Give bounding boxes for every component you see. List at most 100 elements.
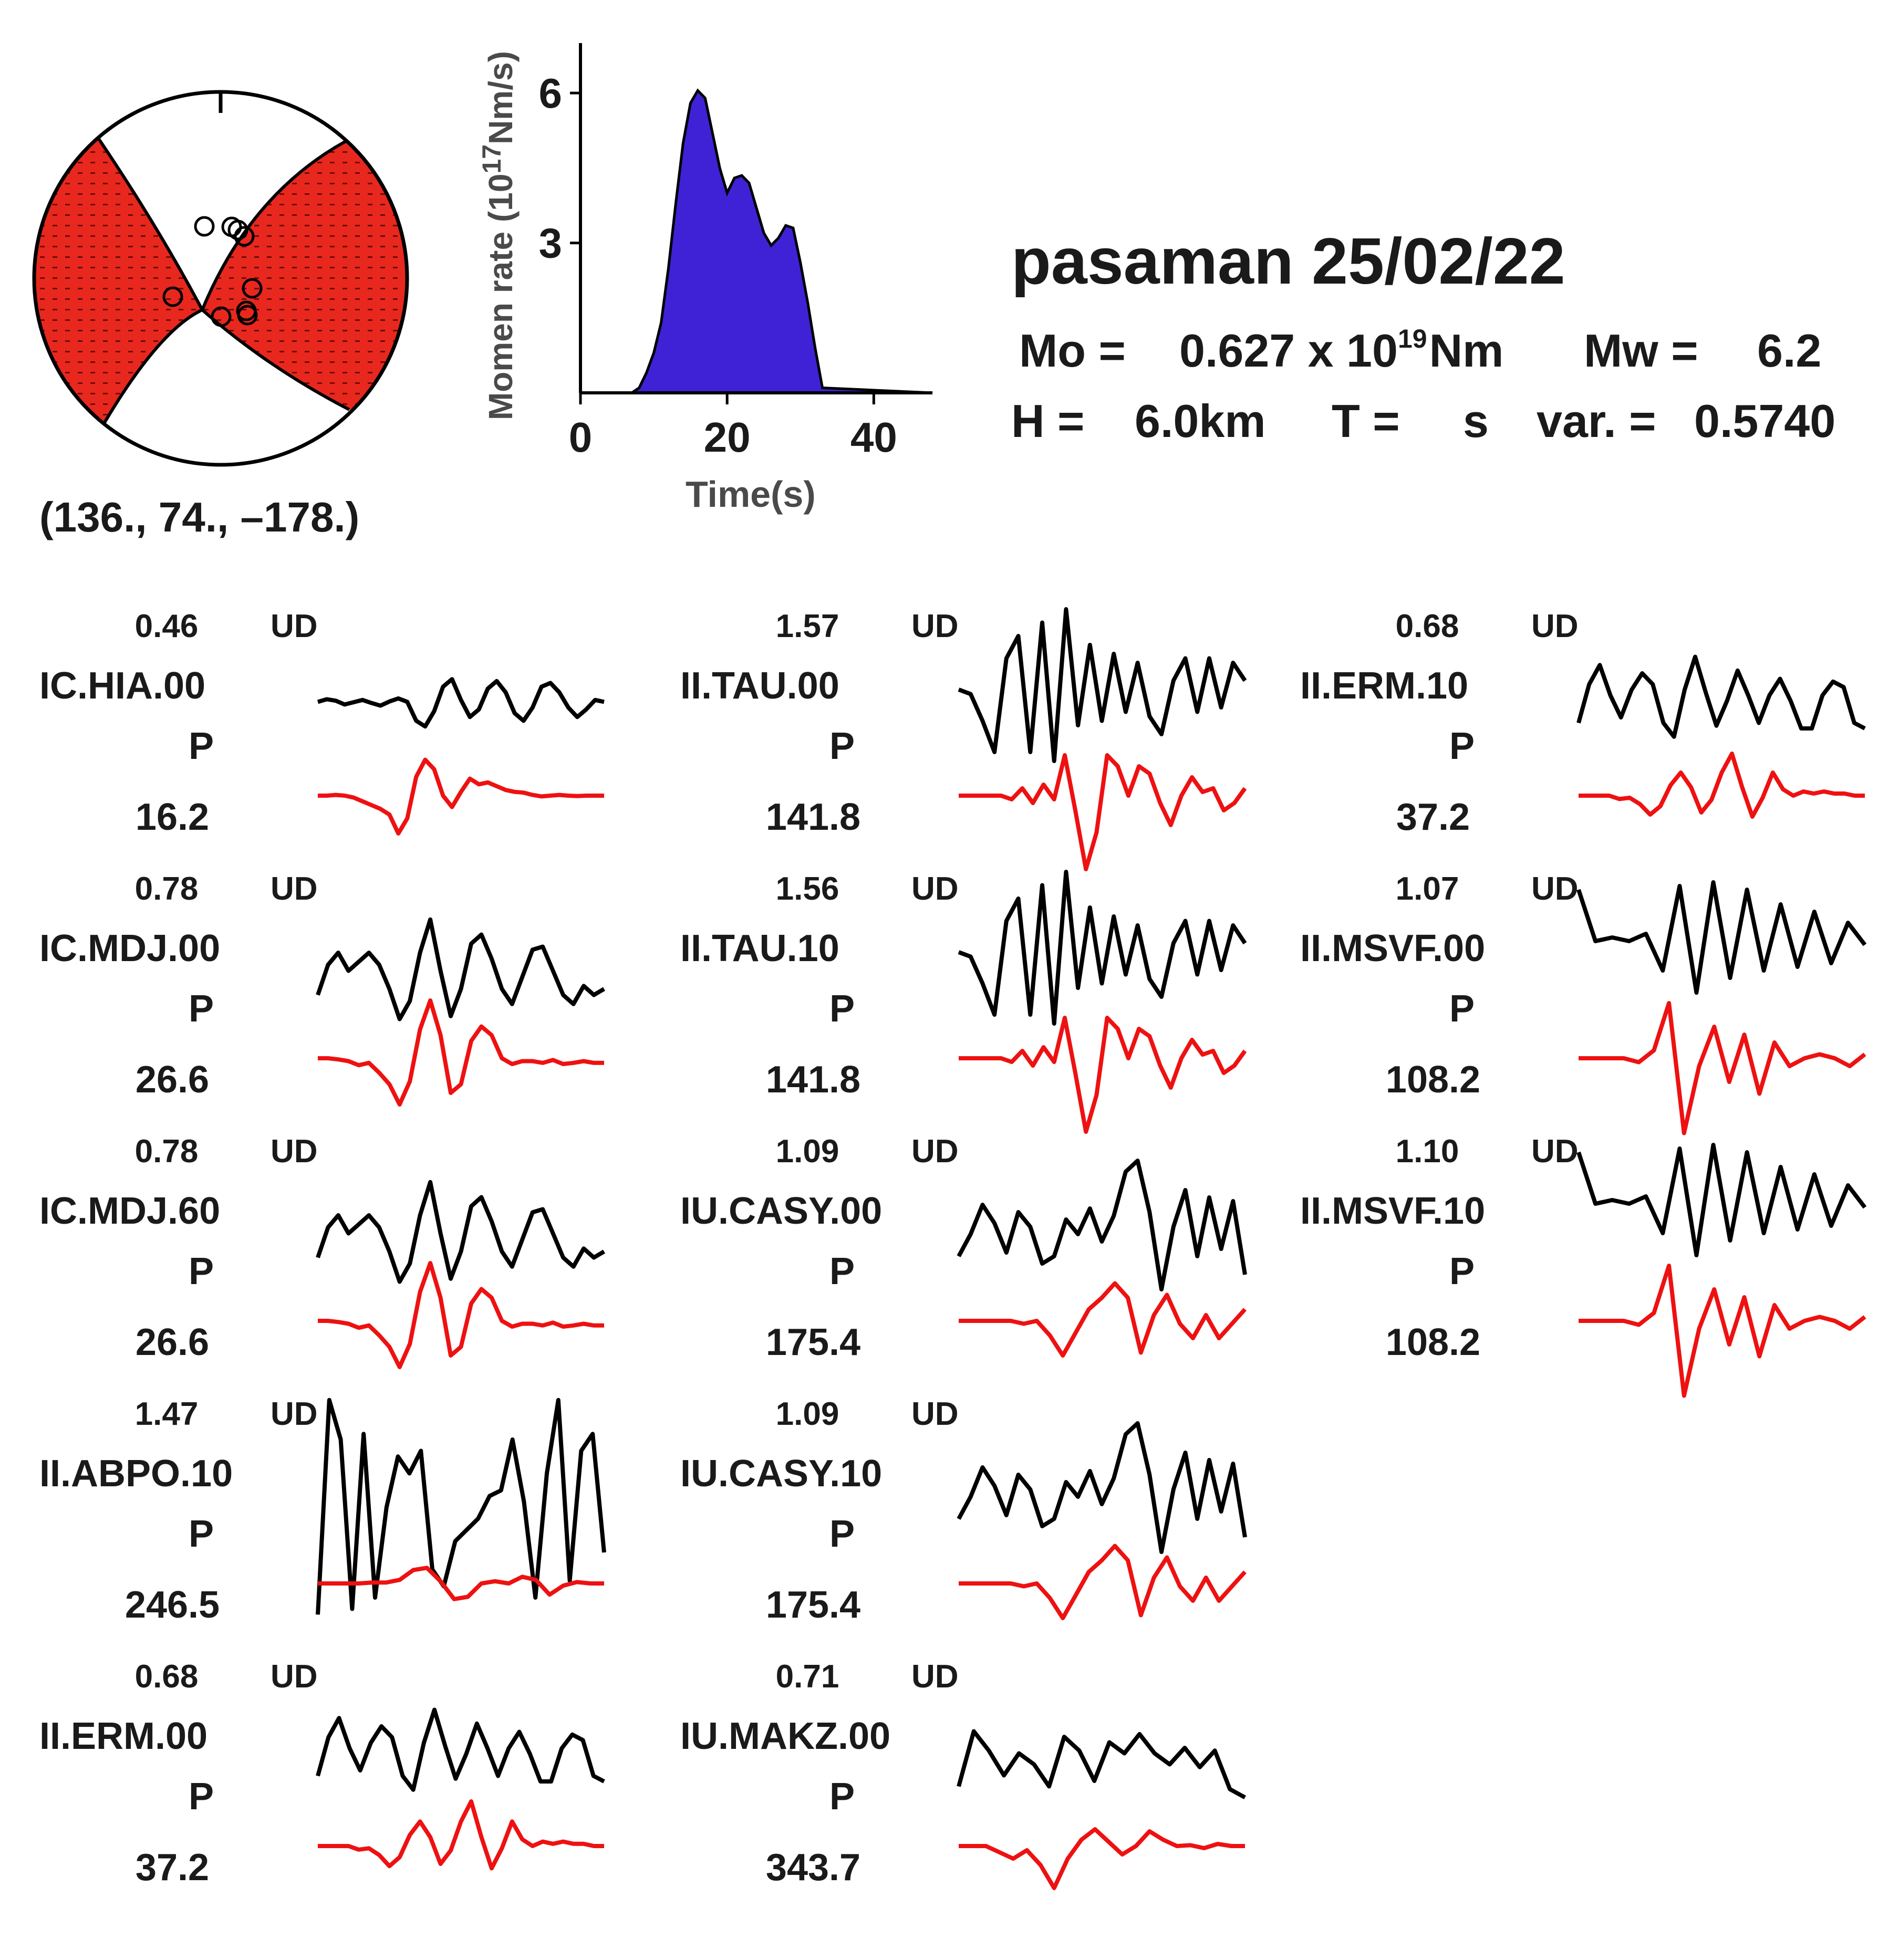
station-panel: 0.46 UD IC.HIA.00 P 16.2: [39, 608, 605, 838]
h-label: H =: [1011, 395, 1084, 447]
station-name: II.ABPO.10: [39, 1453, 233, 1495]
polarity-marker: [234, 226, 255, 247]
station-phase: P: [829, 988, 855, 1030]
station-name: IC.MDJ.00: [39, 927, 220, 969]
station-azimuth: 141.8: [766, 1059, 860, 1101]
polarity-marker: [194, 216, 215, 237]
stf-x-tick-label: 20: [704, 414, 751, 461]
station-azimuth: 108.2: [1386, 1059, 1480, 1101]
observed-waveform: [957, 1729, 1246, 1800]
station-component: UD: [271, 1396, 318, 1432]
station-amplitude: 0.46: [135, 608, 199, 644]
station-azimuth: 37.2: [136, 1847, 209, 1889]
h-value: 6.0km: [1135, 395, 1266, 447]
station-amplitude: 1.56: [776, 871, 839, 907]
synthetic-waveform: [959, 1016, 1247, 1134]
station-panel: 0.68 UD II.ERM.00 P 37.2: [39, 1659, 605, 1889]
observed-waveform: [958, 870, 1247, 1026]
station-name: IC.HIA.00: [39, 665, 205, 707]
beachball-compressional-quadrant-east: [202, 131, 407, 415]
synthetic-waveform: [959, 1281, 1247, 1358]
station-azimuth: 343.7: [766, 1847, 860, 1889]
station-component: UD: [911, 1133, 959, 1170]
station-azimuth: 26.6: [136, 1059, 209, 1101]
mo-value: 0.627 x 1019Nm: [1179, 324, 1503, 377]
synthetic-waveform: [1579, 752, 1865, 819]
synthetic-waveform: [318, 1261, 604, 1369]
station-name: II.TAU.00: [680, 665, 839, 707]
station-panel: 0.78 UD IC.MDJ.00 P 26.6: [39, 871, 606, 1107]
station-name: II.TAU.10: [680, 927, 839, 969]
station-name: II.ERM.10: [1300, 665, 1468, 707]
station-name: IU.MAKZ.00: [680, 1715, 890, 1757]
station-amplitude: 1.09: [776, 1396, 839, 1432]
station-component: UD: [911, 871, 959, 907]
stf-area: [580, 88, 933, 394]
synthetic-waveform: [318, 1799, 604, 1871]
station-component: UD: [911, 1659, 959, 1695]
mw-label: Mw =: [1584, 325, 1698, 377]
station-azimuth: 246.5: [125, 1584, 220, 1626]
station-azimuth: 108.2: [1386, 1321, 1480, 1363]
synthetic-waveform: [318, 757, 604, 836]
station-phase: P: [1449, 725, 1475, 767]
station-phase: P: [189, 1513, 214, 1555]
stf-x-tick-label: 0: [569, 414, 593, 461]
station-amplitude: 0.71: [776, 1659, 839, 1695]
beachball-outline: [32, 90, 409, 467]
event-title: pasaman 25/02/22: [1011, 225, 1565, 298]
observed-waveform: [316, 1707, 605, 1792]
station-azimuth: 141.8: [766, 796, 860, 838]
station-panel: 1.09 UD IU.CASY.00 P 175.4: [680, 1133, 1247, 1363]
stf-y-tick-label: 3: [539, 220, 563, 267]
synthetic-waveform: [1579, 1264, 1866, 1398]
station-azimuth: 175.4: [766, 1584, 860, 1626]
synthetic-waveform: [959, 1544, 1247, 1620]
station-panel: 1.10 UD II.MSVF.10 P 108.2: [1300, 1133, 1867, 1398]
focal-mechanism-label: (136., 74., –178.): [39, 494, 359, 540]
synthetic-waveform: [959, 753, 1247, 871]
station-amplitude: 0.78: [135, 1133, 199, 1170]
station-panel: 1.56 UD II.TAU.10 P 141.8: [680, 870, 1247, 1134]
station-name: IU.CASY.10: [680, 1453, 882, 1495]
stf-y-label-text: Momen rate (1017Nm/s): [477, 51, 520, 420]
station-phase: P: [829, 1776, 855, 1818]
station-component: UD: [1531, 608, 1579, 644]
station-amplitude: 0.68: [1396, 608, 1459, 644]
station-panel: 0.68 UD II.ERM.10 P 37.2: [1300, 608, 1866, 838]
stf-x-label: Time(s): [686, 474, 816, 515]
synthetic-waveform: [959, 1827, 1245, 1890]
station-phase: P: [829, 1513, 855, 1555]
station-component: UD: [271, 1659, 318, 1695]
station-name: IU.CASY.00: [680, 1190, 882, 1232]
station-amplitude: 1.09: [776, 1133, 839, 1170]
station-component: UD: [271, 1133, 318, 1170]
station-name: IC.MDJ.60: [39, 1190, 220, 1232]
polarity-marker: [242, 278, 263, 299]
station-name: II.MSVF.00: [1300, 927, 1485, 969]
observed-waveform: [316, 1180, 606, 1284]
event-info: pasaman 25/02/22 Mo = 0.627 x 1019Nm Mw …: [1011, 225, 1835, 447]
station-amplitude: 1.07: [1396, 871, 1459, 907]
station-panel: 1.07 UD II.MSVF.00 P 108.2: [1300, 871, 1867, 1135]
stf-x-tick-label: 40: [850, 414, 897, 461]
nodal-plane-2: [98, 135, 356, 432]
station-name: II.ERM.00: [39, 1715, 207, 1757]
stf-ticks: 0 20 40 3 6: [539, 70, 897, 461]
synthetic-waveform: [318, 1566, 604, 1601]
mo-label: Mo =: [1019, 325, 1126, 377]
station-phase: P: [829, 725, 855, 767]
station-phase: P: [189, 725, 214, 767]
station-phase: P: [189, 988, 214, 1030]
station-azimuth: 37.2: [1396, 796, 1470, 838]
observed-waveform: [1576, 654, 1866, 739]
station-panel: 0.78 UD IC.MDJ.60 P 26.6: [39, 1133, 606, 1369]
mw-value: 6.2: [1757, 325, 1821, 377]
stf-y-tick-label: 6: [539, 70, 563, 117]
synthetic-waveform: [318, 998, 604, 1107]
observed-waveform: [1576, 1143, 1867, 1257]
observed-waveform: [316, 1398, 606, 1615]
station-phase: P: [1449, 988, 1475, 1030]
station-azimuth: 175.4: [766, 1321, 860, 1363]
station-phase: P: [189, 1250, 214, 1292]
